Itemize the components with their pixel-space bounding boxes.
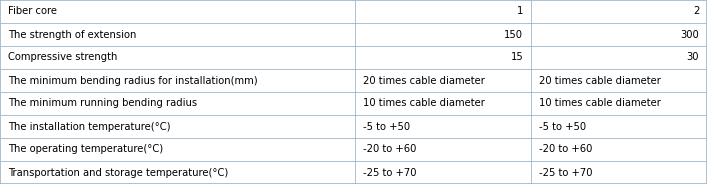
Text: -20 to +60: -20 to +60 bbox=[363, 144, 416, 155]
Bar bbox=[355, 0, 531, 23]
Bar bbox=[355, 138, 531, 161]
Bar bbox=[531, 161, 707, 184]
Text: 2: 2 bbox=[693, 6, 699, 17]
Text: -20 to +60: -20 to +60 bbox=[539, 144, 592, 155]
Bar bbox=[355, 161, 531, 184]
Bar bbox=[0, 115, 355, 138]
Text: Fiber core: Fiber core bbox=[8, 6, 57, 17]
Text: The minimum bending radius for installation(mm): The minimum bending radius for installat… bbox=[8, 75, 257, 86]
Bar bbox=[0, 46, 355, 69]
Text: 30: 30 bbox=[686, 52, 699, 63]
Text: -25 to +70: -25 to +70 bbox=[363, 167, 416, 178]
Text: 20 times cable diameter: 20 times cable diameter bbox=[539, 75, 660, 86]
Bar bbox=[355, 23, 531, 46]
Bar bbox=[355, 69, 531, 92]
Bar bbox=[0, 0, 355, 23]
Text: 150: 150 bbox=[504, 29, 523, 40]
Text: 10 times cable diameter: 10 times cable diameter bbox=[539, 98, 660, 109]
Bar bbox=[355, 115, 531, 138]
Bar bbox=[0, 138, 355, 161]
Text: Compressive strength: Compressive strength bbox=[8, 52, 117, 63]
Bar bbox=[355, 46, 531, 69]
Bar bbox=[0, 23, 355, 46]
Text: 15: 15 bbox=[510, 52, 523, 63]
Text: The installation temperature(°C): The installation temperature(°C) bbox=[8, 121, 170, 132]
Text: Transportation and storage temperature(°C): Transportation and storage temperature(°… bbox=[8, 167, 228, 178]
Text: 20 times cable diameter: 20 times cable diameter bbox=[363, 75, 484, 86]
Bar bbox=[531, 138, 707, 161]
Text: 1: 1 bbox=[517, 6, 523, 17]
Bar bbox=[531, 92, 707, 115]
Bar bbox=[531, 69, 707, 92]
Text: -5 to +50: -5 to +50 bbox=[363, 121, 410, 132]
Text: The strength of extension: The strength of extension bbox=[8, 29, 136, 40]
Bar bbox=[531, 23, 707, 46]
Text: -25 to +70: -25 to +70 bbox=[539, 167, 592, 178]
Text: The operating temperature(°C): The operating temperature(°C) bbox=[8, 144, 163, 155]
Bar bbox=[0, 69, 355, 92]
Bar bbox=[531, 46, 707, 69]
Text: -5 to +50: -5 to +50 bbox=[539, 121, 586, 132]
Bar bbox=[0, 92, 355, 115]
Bar bbox=[0, 161, 355, 184]
Bar bbox=[531, 115, 707, 138]
Text: 10 times cable diameter: 10 times cable diameter bbox=[363, 98, 484, 109]
Text: The minimum running bending radius: The minimum running bending radius bbox=[8, 98, 197, 109]
Text: 300: 300 bbox=[680, 29, 699, 40]
Bar bbox=[355, 92, 531, 115]
Bar bbox=[531, 0, 707, 23]
